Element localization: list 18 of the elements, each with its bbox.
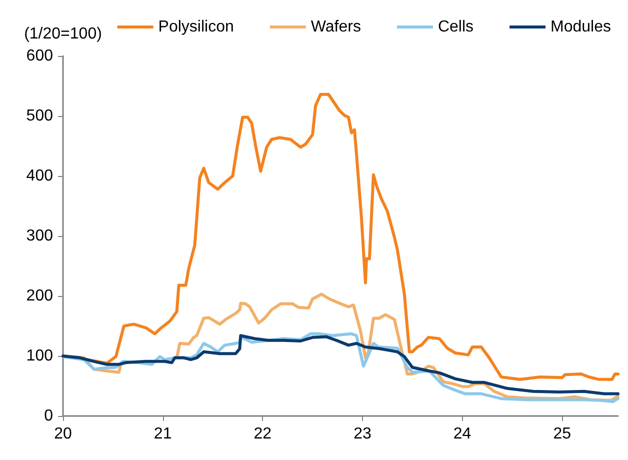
y-tick-label: 200 xyxy=(26,288,54,304)
legend-label: Wafers xyxy=(310,18,361,36)
y-axis-title: (1/20=100) xyxy=(24,26,102,42)
legend-label: Modules xyxy=(550,18,612,36)
y-tick-label: 100 xyxy=(26,348,54,364)
x-tick-label: 25 xyxy=(553,426,572,442)
y-tick-label: 400 xyxy=(26,168,54,184)
x-tick-label: 20 xyxy=(54,426,72,442)
x-tick-label: 21 xyxy=(154,426,172,442)
legend-label: Polysilicon xyxy=(158,18,234,36)
y-tick-label: 500 xyxy=(26,108,54,124)
y-tick-label: 300 xyxy=(26,228,54,244)
legend-label: Cells xyxy=(438,18,474,36)
x-tick-label: 23 xyxy=(354,426,372,442)
y-tick-label: 0 xyxy=(44,408,54,424)
y-tick-label: 600 xyxy=(26,48,54,64)
x-tick-label: 24 xyxy=(453,426,472,442)
x-tick-label: 22 xyxy=(254,426,272,442)
